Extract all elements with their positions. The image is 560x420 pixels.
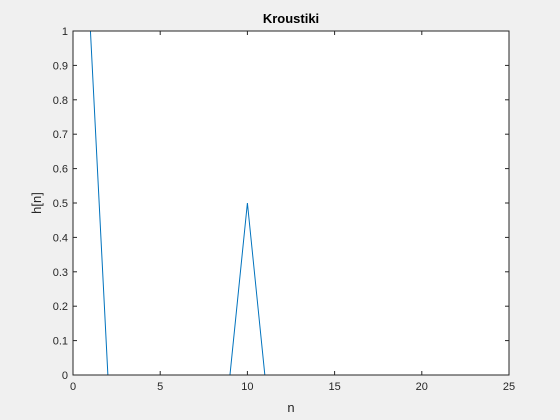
axes-background [73,31,509,375]
y-tick-label: 0.4 [53,232,68,244]
axes-box [72,30,510,376]
y-tick-label: 0.6 [53,164,68,176]
y-tick-label: 1 [62,26,68,38]
x-tick-label: 20 [416,381,428,393]
axis-ticks: 0 5 10 15 20 25 0 0.1 0.2 0.3 0.4 0.5 0.6 0.7 0.8 0.9 1 [53,26,515,393]
x-axis-label: n [287,400,294,415]
y-tick-label: 0.1 [53,336,68,348]
y-tick-label: 0.8 [53,95,68,107]
x-tick-label: 25 [503,381,515,393]
y-tick-label: 0 [62,370,68,382]
x-tick-label: 10 [241,381,253,393]
x-tick-label: 5 [157,381,163,393]
x-tick-label: 0 [70,381,76,393]
chart-title: Kroustiki [263,11,319,26]
x-tick-label: 15 [328,381,340,393]
y-tick-label: 0.5 [53,198,68,210]
y-axis-label: h[n] [29,192,44,214]
y-tick-label: 0.3 [53,267,68,279]
y-tick-label: 0.2 [53,301,68,313]
y-tick-label: 0.9 [53,60,68,72]
y-tick-label: 0.7 [53,129,68,141]
